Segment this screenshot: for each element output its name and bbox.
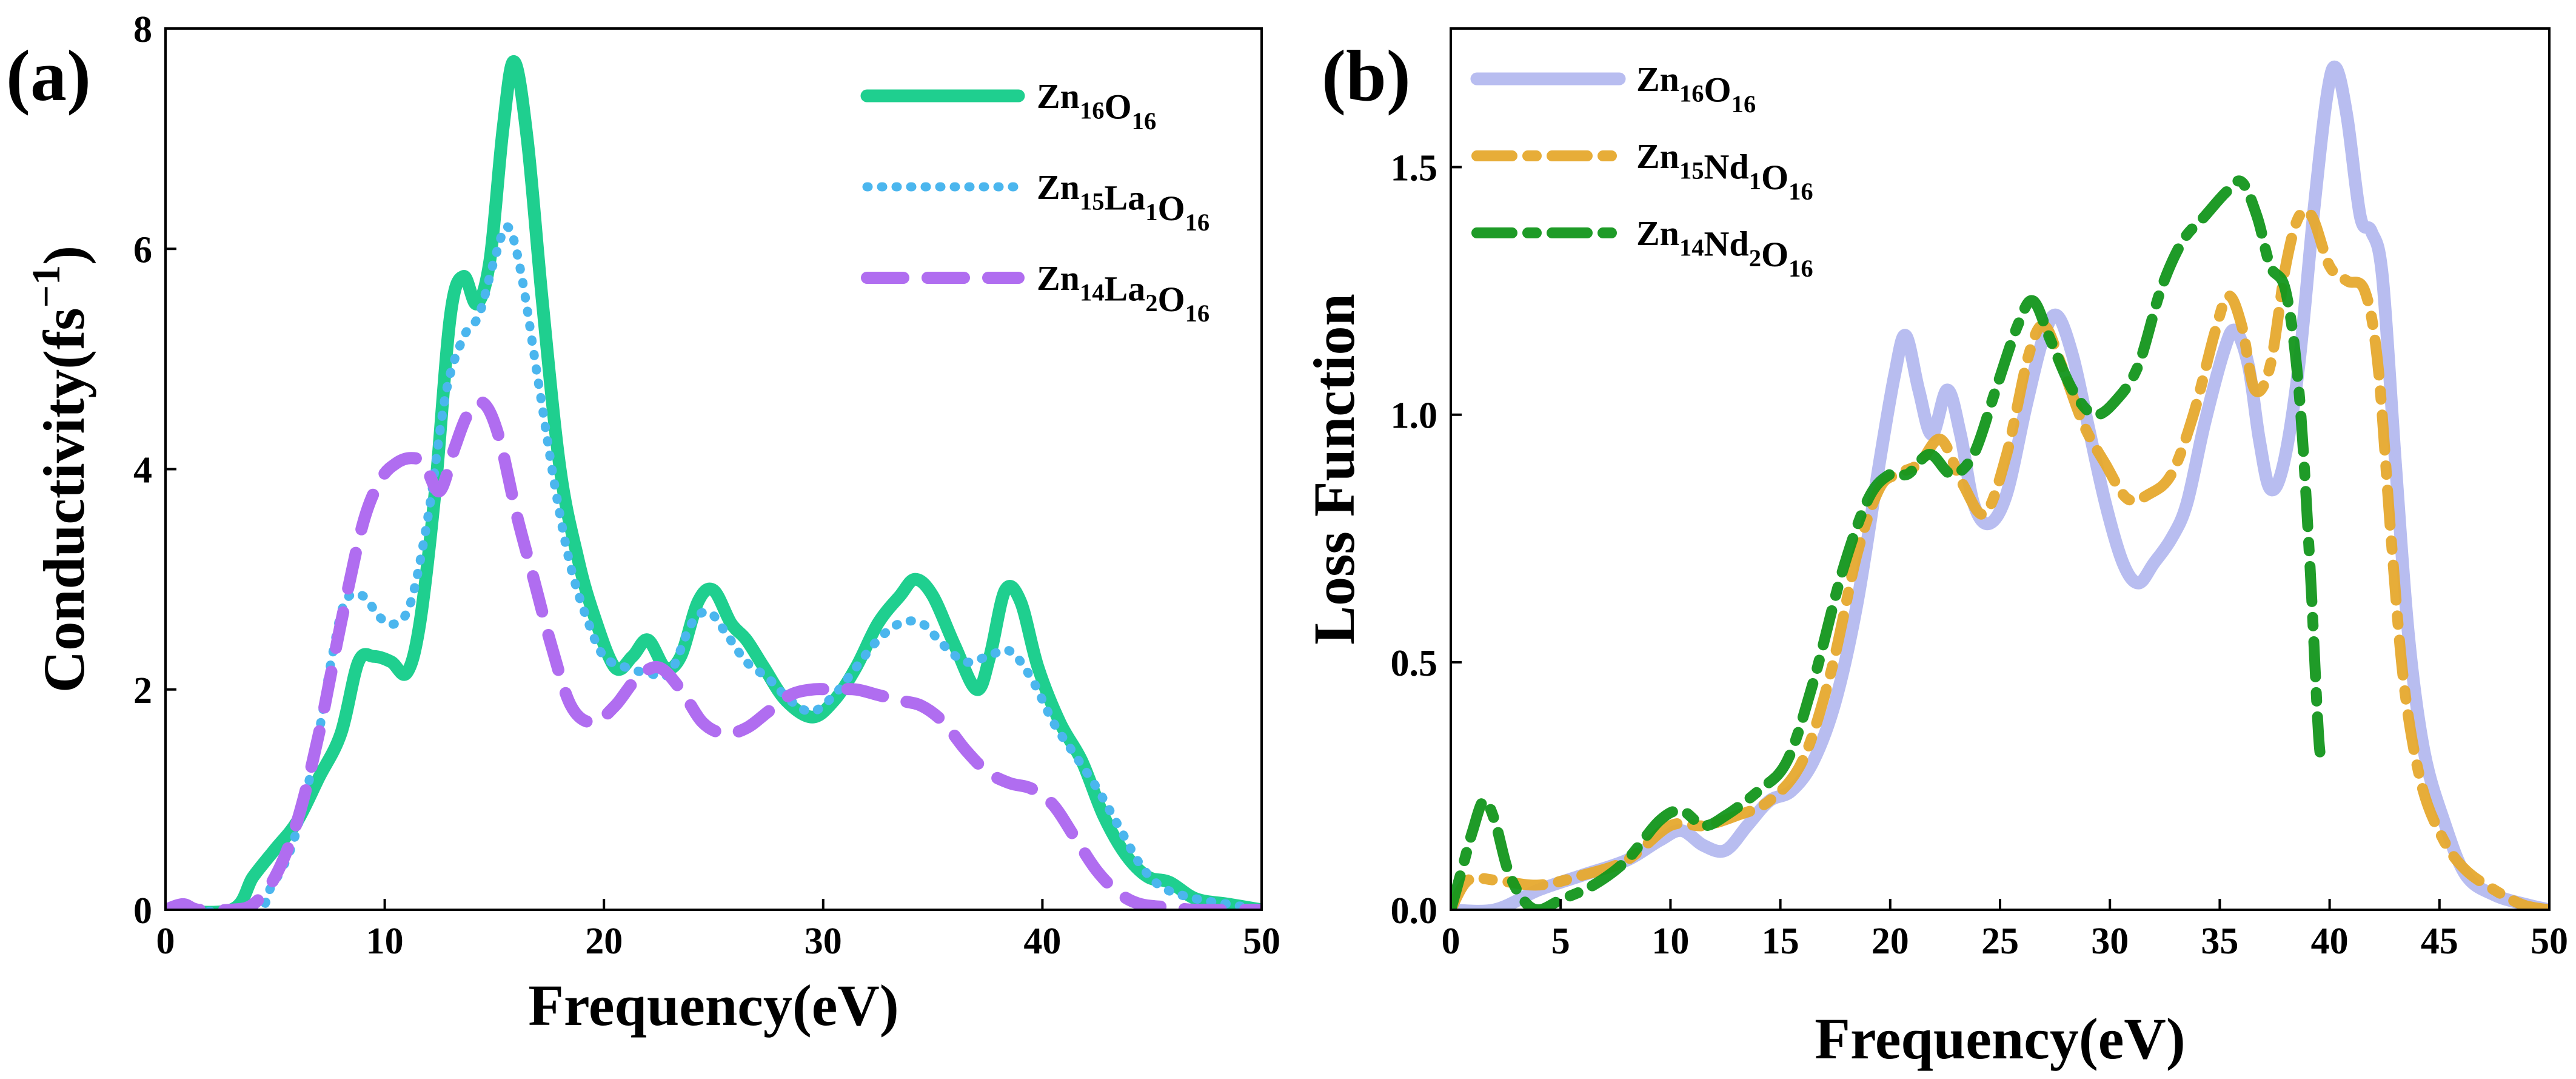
legend-label: Zn14Nd2O16: [1636, 213, 1813, 282]
legend: Zn16O16 Zn15La1O16 Zn14La2O16: [860, 76, 1209, 327]
x-tick-label: 30: [805, 921, 842, 962]
panel-label: (a): [6, 35, 91, 116]
y-tick-label: 0.0: [1391, 890, 1438, 932]
series-line-Zn16O16: [166, 55, 1262, 910]
x-tick-label: 10: [366, 921, 404, 962]
x-tick-label: 40: [1023, 921, 1061, 962]
x-tick-label: 50: [2531, 921, 2568, 962]
x-tick-label: 25: [1981, 921, 2019, 962]
y-tick-label: 6: [133, 229, 152, 271]
x-tick-label: 40: [2311, 921, 2349, 962]
series-group: [1451, 60, 2549, 910]
x-tick-label: 45: [2421, 921, 2458, 962]
series-group: [166, 55, 1262, 910]
legend-label: Zn15Nd1O16: [1636, 136, 1813, 205]
x-tick-label: 5: [1551, 921, 1570, 962]
series-line-Zn14Nd2O16: [1451, 175, 2329, 910]
y-axis-title: Conductivity(fs−1): [24, 246, 96, 693]
x-tick-label: 20: [1872, 921, 1909, 962]
legend-label: Zn14La2O16: [1037, 258, 1209, 327]
legend-label: Zn15La1O16: [1037, 167, 1209, 236]
y-tick-label: 1.5: [1391, 148, 1438, 189]
x-tick-label: 0: [1442, 921, 1460, 962]
series-line-Zn16O16: [1451, 60, 2549, 910]
panel-b-loss-function-chart: 0 5 10 15 20 25 30 35 40 45 50 0.0 0.5 1.0 1.5 (b) Frequ…: [1302, 27, 2568, 1071]
y-tick-label: 2: [133, 670, 152, 711]
x-tick-label: 50: [1243, 921, 1280, 962]
y-tick-label: 1.0: [1391, 395, 1438, 437]
series-line-Zn15Nd1O16: [1451, 205, 2549, 910]
y-tick-label: 8: [133, 9, 152, 50]
legend-label: Zn16O16: [1636, 59, 1756, 118]
y-axis-title: Loss Function: [1302, 294, 1367, 645]
x-axis-title: Frequency(eV): [528, 973, 898, 1038]
y-tick-label: 0.5: [1391, 643, 1438, 684]
plot-frame: [164, 27, 1263, 911]
x-tick-label: 20: [585, 921, 623, 962]
x-tick-label: 35: [2201, 921, 2238, 962]
series-line-Zn14La2O16: [166, 396, 1262, 910]
legend: Zn16O16 Zn15Nd1O16 Zn14Nd2O16: [1470, 59, 1813, 282]
panel-label: (b): [1322, 35, 1411, 116]
legend-label: Zn16O16: [1037, 76, 1156, 135]
x-tick-label: 15: [1762, 921, 1799, 962]
x-tick-label: 30: [2091, 921, 2129, 962]
x-axis-title: Frequency(eV): [1815, 1006, 2185, 1071]
x-tick-label: 0: [156, 921, 175, 962]
series-line-Zn15La1O16: [166, 222, 1262, 910]
panel-a-conductivity-chart: 0 10 20 30 40 50 0 2 4 6 8 (a) Frequency(eV) Conducti…: [6, 9, 1280, 1038]
y-tick-label: 0: [133, 890, 152, 932]
y-tick-label: 4: [133, 450, 152, 491]
x-tick-label: 10: [1651, 921, 1689, 962]
